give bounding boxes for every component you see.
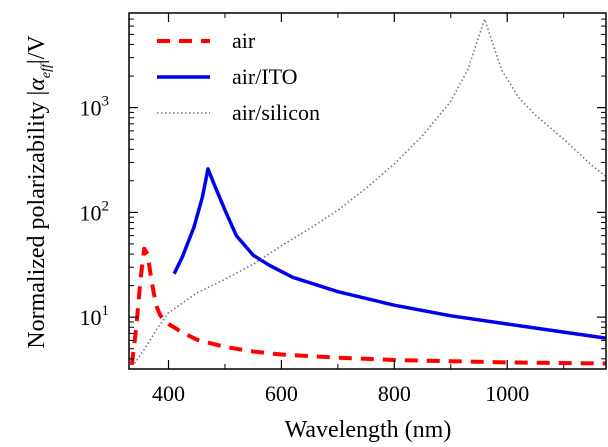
y-axis-label-alpha: α xyxy=(24,78,50,91)
x-tick-label: 600 xyxy=(265,381,298,406)
y-tick-label: 101 xyxy=(80,303,110,330)
y-axis-label-main: Normalized polarizability | xyxy=(24,91,50,349)
series-line-air xyxy=(129,246,606,366)
series-line-air-ito xyxy=(172,167,606,340)
y-tick-label: 103 xyxy=(80,94,110,121)
y-tick-exponent: 2 xyxy=(102,198,110,214)
plot-frame xyxy=(128,12,607,370)
x-tick-label: 400 xyxy=(152,381,185,406)
series-layer xyxy=(129,18,606,366)
legend: air air/ITO air/silicon xyxy=(157,28,320,125)
y-axis-label-sub: eff xyxy=(39,62,54,78)
y-axis-label-tail: |/V xyxy=(24,35,50,64)
x-axis-label: Wavelength (nm) xyxy=(285,417,452,443)
series-line-air-silicon xyxy=(133,18,606,365)
y-axis-label: Normalized polarizability |αeff|/V xyxy=(24,35,54,349)
legend-label-air-silicon: air/silicon xyxy=(232,100,320,125)
y-tick-exponent: 1 xyxy=(102,303,110,319)
x-tick-label: 800 xyxy=(378,381,411,406)
ticks-layer: 400 600 800 1000 101 102 103 xyxy=(80,12,606,406)
x-tick-label: 1000 xyxy=(485,381,529,406)
y-tick-exponent: 3 xyxy=(102,94,110,110)
y-tick-label: 102 xyxy=(80,198,110,225)
legend-label-air: air xyxy=(232,28,256,53)
legend-label-air-ito: air/ITO xyxy=(232,64,298,89)
